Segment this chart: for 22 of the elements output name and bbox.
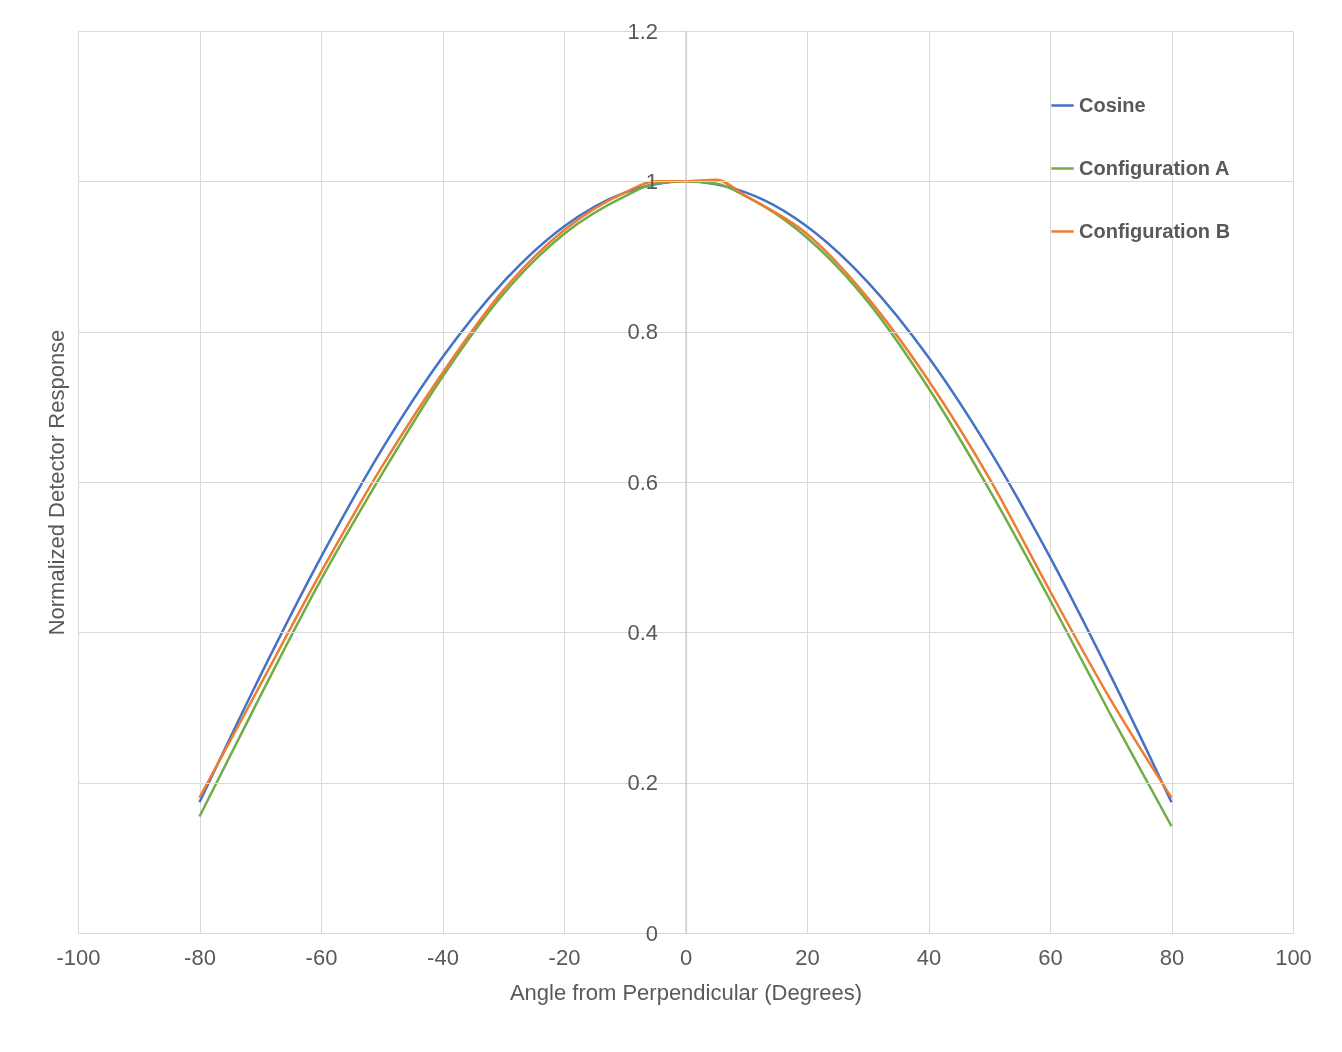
x-tick-label: -80 [184, 944, 216, 970]
x-tick-label: -100 [56, 944, 101, 970]
legend-label: Configuration A [1079, 156, 1230, 179]
x-tick-label: 60 [1038, 944, 1063, 970]
y-axis-title: Normalized Detector Response [43, 329, 69, 636]
x-tick-label: 40 [916, 944, 942, 970]
y-tick-label: 1.2 [627, 18, 658, 44]
y-tick-label: 0 [645, 920, 658, 946]
x-tick-label: -20 [548, 944, 581, 970]
x-tick-label: 80 [1159, 944, 1185, 970]
y-tick-label: 0.8 [627, 319, 658, 345]
x-tick-label: -60 [305, 944, 338, 970]
y-tick-label: 0.4 [627, 619, 658, 645]
legend-label: Configuration B [1079, 219, 1231, 242]
x-tick-label: -40 [427, 944, 459, 970]
x-tick-label: 100 [1275, 944, 1312, 970]
x-tick-label: 0 [679, 944, 693, 970]
y-tick-label: 0.2 [627, 770, 658, 796]
x-tick-label: 20 [795, 944, 820, 970]
legend-label: Cosine [1079, 93, 1146, 116]
y-tick-label: 0.6 [627, 469, 658, 495]
x-axis-title: Angle from Perpendicular (Degrees) [509, 979, 863, 1005]
